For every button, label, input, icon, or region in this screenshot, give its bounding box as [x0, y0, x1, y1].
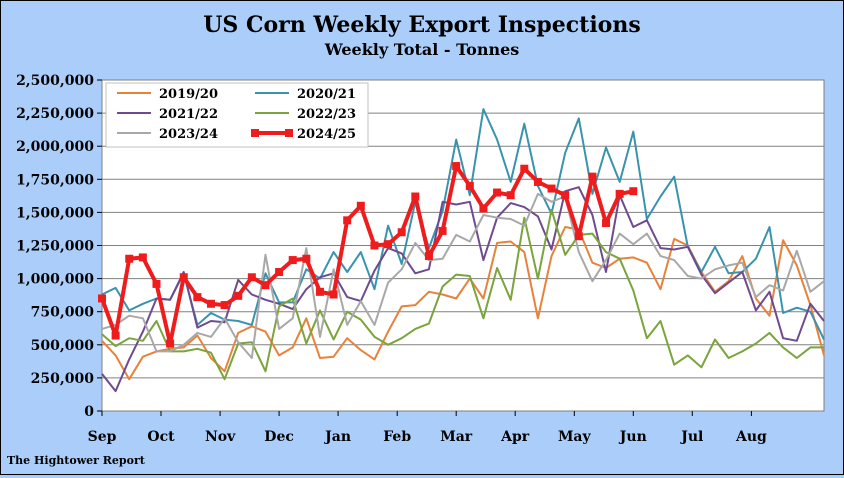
- y-axis: 0 250,000 500,000 750,000 1,000,000 1,250,000…: [16, 73, 102, 420]
- series-line-2020-21: [101, 108, 825, 340]
- data-point: [234, 291, 243, 300]
- legend-label: 2022/23: [297, 107, 356, 122]
- data-point: [629, 187, 638, 196]
- data-point: [493, 188, 502, 197]
- series-line-2022-23: [101, 208, 824, 381]
- x-axis: Sep Oct Nov Dec Jan Feb Mar Apr May Jun Jul Aug: [88, 411, 767, 445]
- series-line-2024-25: [100, 164, 634, 346]
- data-point: [411, 192, 420, 201]
- x-tick-label: Apr: [500, 429, 530, 445]
- data-point: [125, 254, 134, 263]
- data-point: [438, 226, 447, 235]
- data-point: [343, 216, 352, 225]
- data-point: [506, 191, 515, 200]
- data-point: [152, 279, 161, 288]
- y-tick-label: 1,250,000: [16, 239, 94, 255]
- legend-label: 2020/21: [297, 87, 356, 102]
- data-point: [261, 281, 270, 290]
- data-point: [465, 181, 474, 190]
- chart-subtitle: Weekly Total - Tonnes: [324, 40, 520, 59]
- data-point: [138, 253, 147, 262]
- data-point: [520, 164, 529, 173]
- y-tick-label: 2,500,000: [16, 73, 94, 89]
- data-point: [275, 267, 284, 276]
- legend: 2019/20 2020/21 2021/22 2022/23 2023/24 2024/…: [105, 82, 369, 148]
- data-point: [315, 287, 324, 296]
- y-tick-label: 0: [84, 404, 94, 420]
- data-point: [166, 339, 175, 348]
- data-point: [111, 331, 120, 340]
- data-point: [247, 273, 256, 282]
- data-point: [193, 293, 202, 302]
- data-point: [302, 254, 311, 263]
- x-tick-label: Nov: [205, 429, 236, 445]
- x-tick-label: Dec: [264, 429, 294, 445]
- x-tick-label: Jul: [679, 429, 703, 445]
- data-point: [179, 273, 188, 282]
- x-tick-label: Jun: [618, 429, 647, 445]
- data-point: [588, 172, 597, 181]
- data-point: [479, 204, 488, 213]
- series-line-2023-24: [101, 192, 825, 359]
- y-tick-label: 2,250,000: [16, 106, 94, 122]
- data-point: [288, 256, 297, 265]
- data-point: [533, 177, 542, 186]
- y-tick-label: 1,500,000: [16, 205, 94, 221]
- x-tick-label: Sep: [88, 429, 117, 445]
- legend-label: 2019/20: [159, 87, 218, 102]
- data-point: [615, 189, 624, 198]
- data-point: [370, 241, 379, 250]
- x-tick-label: Jan: [323, 429, 351, 445]
- data-point: [206, 299, 215, 308]
- y-tick-label: 2,000,000: [16, 139, 94, 155]
- x-tick-label: Aug: [735, 429, 767, 445]
- series-line-2019-20: [101, 226, 825, 381]
- y-tick-label: 250,000: [31, 371, 95, 387]
- series-lines: [98, 108, 825, 393]
- legend-marker: [285, 129, 293, 137]
- y-tick-label: 1,000,000: [16, 272, 94, 288]
- data-point: [547, 184, 556, 193]
- data-point: [384, 240, 393, 249]
- legend-label: 2021/22: [159, 107, 218, 122]
- data-point: [397, 228, 406, 237]
- data-point: [452, 162, 461, 171]
- y-tick-label: 1,750,000: [16, 172, 94, 188]
- data-point: [220, 301, 229, 310]
- y-tick-label: 750,000: [31, 305, 95, 321]
- chart-title: US Corn Weekly Export Inspections: [203, 12, 641, 38]
- data-point: [98, 294, 106, 303]
- y-tick-label: 500,000: [31, 338, 95, 354]
- data-point: [561, 191, 570, 200]
- data-point: [574, 232, 583, 241]
- x-tick-label: May: [558, 429, 592, 445]
- x-tick-label: Oct: [147, 429, 175, 445]
- x-tick-label: Mar: [440, 429, 473, 445]
- legend-label: 2024/25: [297, 127, 356, 142]
- legend-label: 2023/24: [159, 127, 218, 142]
- x-tick-label: Feb: [383, 429, 411, 445]
- source-label: The Hightower Report: [7, 454, 146, 467]
- legend-marker: [251, 129, 259, 137]
- data-point: [602, 218, 611, 227]
- data-point: [356, 201, 365, 210]
- data-point: [329, 290, 338, 299]
- data-point: [424, 252, 433, 261]
